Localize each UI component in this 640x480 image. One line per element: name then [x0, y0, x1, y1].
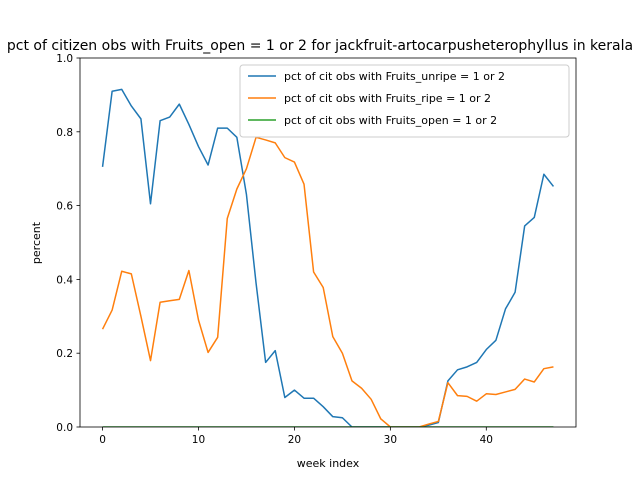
x-tick-label: 10 [192, 434, 205, 446]
chart-title: pct of citizen obs with Fruits_open = 1 … [7, 38, 633, 54]
series-line-1 [101, 88, 555, 427]
legend-label-2: pct of cit obs with Fruits_ripe = 1 or 2 [284, 92, 491, 105]
y-tick-label: 0.8 [56, 127, 73, 139]
legend-label-3: pct of cit obs with Fruits_open = 1 or 2 [284, 114, 497, 127]
series-line-2 [101, 136, 554, 427]
x-tick-label: 20 [288, 434, 301, 446]
y-tick-label: 0.2 [56, 348, 73, 360]
legend-box [239, 64, 570, 138]
y-tick-label: 0.6 [56, 201, 73, 213]
axes-frame [79, 57, 577, 428]
x-tick-label: 0 [99, 434, 106, 446]
y-axis-label: percent [30, 221, 43, 264]
legend-label-1: pct of cit obs with Fruits_unripe = 1 or… [284, 70, 505, 83]
x-tick-label: 40 [480, 434, 493, 446]
y-tick-label: 0.0 [56, 422, 73, 434]
x-tick-label: 30 [384, 434, 397, 446]
legend: pct of cit obs with Fruits_unripe = 1 or… [239, 64, 570, 138]
y-tick-label: 0.4 [56, 274, 73, 286]
y-tick-label: 1.0 [56, 53, 73, 65]
x-axis-label: week index [297, 457, 360, 470]
plot-area: 0 10 20 30 40 0.0 0.2 0.4 0.6 0.8 1.0 [56, 53, 577, 446]
